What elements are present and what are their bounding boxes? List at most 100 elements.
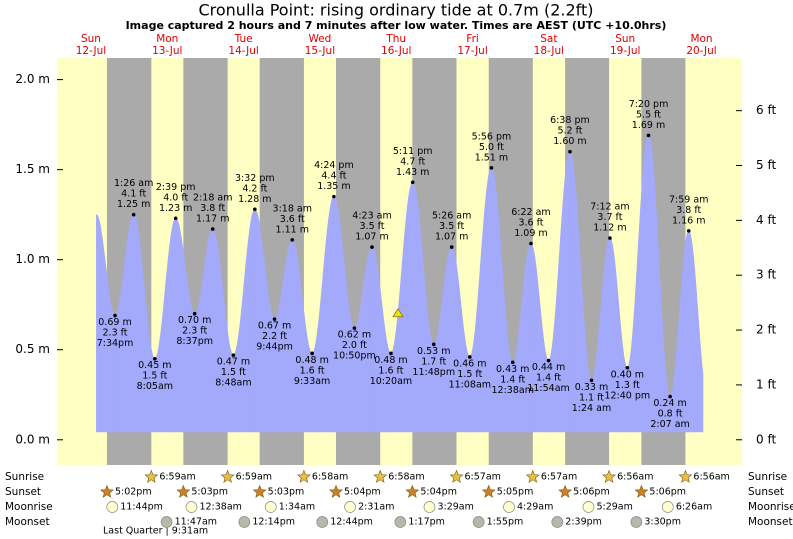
tide-extreme xyxy=(568,149,572,154)
extreme-time: 8:48am xyxy=(215,378,251,389)
y2-tick-label: 2 ft xyxy=(756,323,776,337)
tide-extreme xyxy=(113,313,117,318)
tide-extreme xyxy=(192,311,197,316)
row-label: Moonset xyxy=(5,516,50,528)
extreme-time: 12:40 pm xyxy=(604,390,650,401)
tide-area xyxy=(609,237,628,433)
tide-extreme xyxy=(352,326,357,330)
extreme-time: 12:38am xyxy=(492,385,534,396)
row-time: 1:17pm xyxy=(408,517,445,528)
moon-phase: Last Quarter | 9:31am xyxy=(103,526,208,537)
row-time: 6:57am xyxy=(465,472,501,483)
moonrise-icon xyxy=(503,501,515,513)
moonset-icon xyxy=(238,516,251,528)
chart-subtitle: Image captured 2 hours and 7 minutes aft… xyxy=(126,19,667,32)
extreme-time: 1:26 am xyxy=(114,178,153,189)
row-time: 2:31am xyxy=(358,502,394,513)
tide-area xyxy=(512,242,532,433)
y-tick-label: 0.0 m xyxy=(15,432,50,446)
tide-area xyxy=(412,181,435,433)
date-label: 20-Jul xyxy=(686,45,716,57)
extreme-height-ft: 3.6 ft xyxy=(518,217,543,228)
tide-extreme xyxy=(272,317,277,321)
tide-extreme xyxy=(468,355,472,359)
weekday-label: Thu xyxy=(385,33,406,45)
row-time: 5:04pm xyxy=(344,487,381,498)
row-time: 5:02pm xyxy=(115,487,152,498)
tide-area xyxy=(291,239,313,433)
extreme-time: 1:24 am xyxy=(572,403,611,414)
extreme-height-ft: 3.6 ft xyxy=(280,214,305,225)
extreme-height-ft: 1.1 ft xyxy=(579,392,604,403)
tide-extreme xyxy=(546,358,551,363)
row-time: 5:06pm xyxy=(573,487,610,498)
tide-extreme xyxy=(449,245,454,249)
row-time: 11:44pm xyxy=(120,502,163,513)
row-time: 12:44pm xyxy=(330,517,373,528)
moonrise-icon xyxy=(423,501,436,513)
sun-icon xyxy=(558,484,573,498)
tide-area xyxy=(333,196,355,433)
tide-area xyxy=(688,230,704,433)
tide-area xyxy=(154,217,177,433)
tide-area xyxy=(569,150,592,433)
row-time: 5:06pm xyxy=(649,487,686,498)
tide-extreme xyxy=(589,378,594,383)
tide-area xyxy=(530,242,549,433)
extreme-height-ft: 1.5 ft xyxy=(221,367,246,378)
row-label: Sunset xyxy=(5,486,41,498)
extreme-time: 11:48pm xyxy=(412,367,455,378)
tide-area xyxy=(311,196,335,433)
extreme-time: 10:50pm xyxy=(333,351,376,362)
y2-tick-label: 6 ft xyxy=(756,103,776,117)
row-time: 12:14pm xyxy=(252,517,295,528)
weekday-label: Wed xyxy=(308,33,331,45)
row-time: 5:04pm xyxy=(420,487,457,498)
y2-tick-label: 3 ft xyxy=(756,268,776,282)
extreme-height-ft: 2.3 ft xyxy=(103,328,128,339)
moonset-icon xyxy=(472,516,485,528)
moonrise-icon xyxy=(582,501,595,513)
sun-icon xyxy=(329,484,343,498)
row-time: 5:03pm xyxy=(268,487,305,498)
extreme-height-m: 1.09 m xyxy=(514,228,547,239)
tide-extreme xyxy=(131,212,136,217)
extreme-time: 2:18 am xyxy=(193,193,232,204)
moonset-icon xyxy=(316,516,329,528)
sun-icon xyxy=(449,469,464,483)
extreme-height-m: 1.28 m xyxy=(238,194,271,205)
tide-extreme xyxy=(389,351,393,356)
sun-icon xyxy=(405,484,420,498)
tide-extreme xyxy=(410,180,415,185)
tide-extreme xyxy=(290,238,295,242)
extreme-height-m: 1.51 m xyxy=(475,152,508,163)
extreme-height-m: 1.07 m xyxy=(435,232,468,243)
weekday-label: Fri xyxy=(466,33,479,45)
sun-icon xyxy=(99,484,114,498)
extreme-height-ft: 0.8 ft xyxy=(658,409,683,420)
row-label: Moonrise xyxy=(748,501,793,513)
sun-icon xyxy=(634,484,649,498)
extreme-height-ft: 5.2 ft xyxy=(557,126,582,137)
tide-area xyxy=(371,246,392,433)
date-label: 15-Jul xyxy=(305,45,335,57)
y-tick-label: 2.0 m xyxy=(15,72,50,86)
weekday-label: Mon xyxy=(156,33,178,45)
weekday-label: Sat xyxy=(540,33,557,45)
extreme-height-ft: 1.3 ft xyxy=(615,380,640,391)
y-tick-label: 0.5 m xyxy=(15,342,50,356)
tide-extreme xyxy=(668,394,672,399)
row-time: 5:05pm xyxy=(497,487,534,498)
sun-icon xyxy=(525,469,540,483)
row-label: Sunrise xyxy=(5,471,44,483)
extreme-time: 8:05am xyxy=(137,381,173,392)
extreme-height-m: 1.69 m xyxy=(632,120,665,131)
tide-extreme xyxy=(686,229,691,233)
extreme-height-ft: 3.8 ft xyxy=(200,203,225,214)
row-label: Moonset xyxy=(748,516,793,528)
extreme-time: 6:22 am xyxy=(511,207,550,218)
extreme-time: 5:56 pm xyxy=(472,131,512,142)
current-tide-marker xyxy=(392,307,404,318)
extreme-time: 2:39 pm xyxy=(156,182,196,193)
